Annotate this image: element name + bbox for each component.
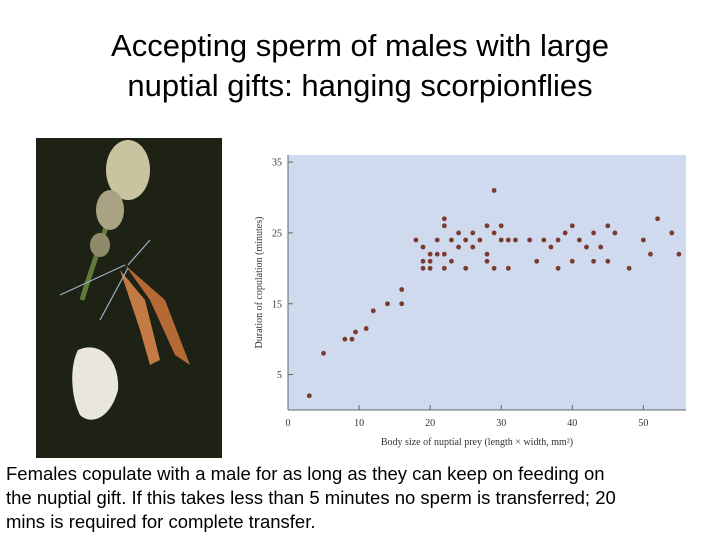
point <box>399 287 405 292</box>
point <box>541 237 547 243</box>
point <box>484 223 490 229</box>
point <box>456 244 461 250</box>
y-axis-label: Duration of copulation (minutes) <box>254 217 265 349</box>
point <box>427 251 433 257</box>
point <box>669 230 675 236</box>
point <box>434 237 440 243</box>
photo <box>36 138 222 458</box>
caption-line: mins is required for complete transfer. <box>6 511 316 532</box>
slide-title: Accepting sperm of males with large nupt… <box>0 26 720 106</box>
y-tick-label: 35 <box>272 158 282 169</box>
caption-line: Females copulate with a male for as long… <box>6 463 605 484</box>
point <box>385 301 390 307</box>
point <box>449 237 454 243</box>
caption: Females copulate with a male for as long… <box>6 462 716 534</box>
point <box>420 244 426 250</box>
point <box>363 326 369 331</box>
point <box>349 336 355 342</box>
point <box>576 237 582 243</box>
point <box>413 237 419 243</box>
title-line: Accepting sperm of males with large <box>111 28 609 63</box>
x-tick-label: 50 <box>638 418 648 429</box>
point <box>342 336 348 342</box>
point <box>456 230 461 236</box>
point <box>569 223 575 229</box>
point <box>605 258 611 264</box>
plot-background <box>288 155 686 410</box>
x-tick-label: 0 <box>286 418 291 429</box>
point <box>449 258 454 264</box>
point <box>441 265 447 271</box>
point <box>427 265 433 271</box>
point <box>420 258 426 264</box>
point <box>584 244 589 250</box>
point <box>306 393 312 399</box>
point <box>648 251 653 257</box>
point <box>441 223 447 229</box>
point <box>491 230 497 236</box>
point <box>562 230 568 236</box>
point <box>470 230 476 236</box>
point <box>353 329 358 335</box>
point <box>463 237 469 243</box>
x-tick-label: 10 <box>354 418 364 429</box>
point <box>555 237 561 243</box>
point <box>399 301 405 307</box>
point <box>612 230 618 236</box>
x-axis-label: Body size of nuptial prey (length × widt… <box>381 437 573 448</box>
point <box>441 216 447 222</box>
point <box>491 265 497 271</box>
point <box>491 188 497 193</box>
y-tick-label: 15 <box>272 299 282 310</box>
point <box>513 237 518 243</box>
point <box>534 258 540 264</box>
point <box>434 251 440 257</box>
point <box>626 265 632 271</box>
point <box>321 350 326 356</box>
x-tick-label: 20 <box>425 418 435 429</box>
point <box>591 230 597 236</box>
point <box>505 265 511 271</box>
title-line: nuptial gifts: hanging scorpionflies <box>127 68 593 103</box>
point <box>640 237 646 243</box>
point <box>441 251 447 257</box>
point <box>527 237 533 243</box>
point <box>605 223 611 229</box>
point <box>569 258 575 264</box>
point <box>598 244 604 250</box>
point <box>470 244 476 250</box>
point <box>498 237 504 243</box>
point <box>477 237 483 243</box>
point <box>484 258 490 264</box>
x-tick-label: 40 <box>567 418 577 429</box>
y-tick-label: 5 <box>277 370 282 381</box>
caption-line: the nuptial gift. If this takes less tha… <box>6 487 616 508</box>
point <box>498 223 504 229</box>
point <box>370 308 376 314</box>
y-tick-label: 25 <box>272 228 282 239</box>
x-tick-label: 30 <box>496 418 506 429</box>
point <box>676 251 682 257</box>
point <box>427 258 433 264</box>
point <box>463 265 469 271</box>
point <box>555 265 561 271</box>
point <box>420 265 426 271</box>
point <box>655 216 660 222</box>
point <box>505 237 511 243</box>
point <box>484 251 490 257</box>
point <box>548 244 554 250</box>
point <box>591 258 597 264</box>
